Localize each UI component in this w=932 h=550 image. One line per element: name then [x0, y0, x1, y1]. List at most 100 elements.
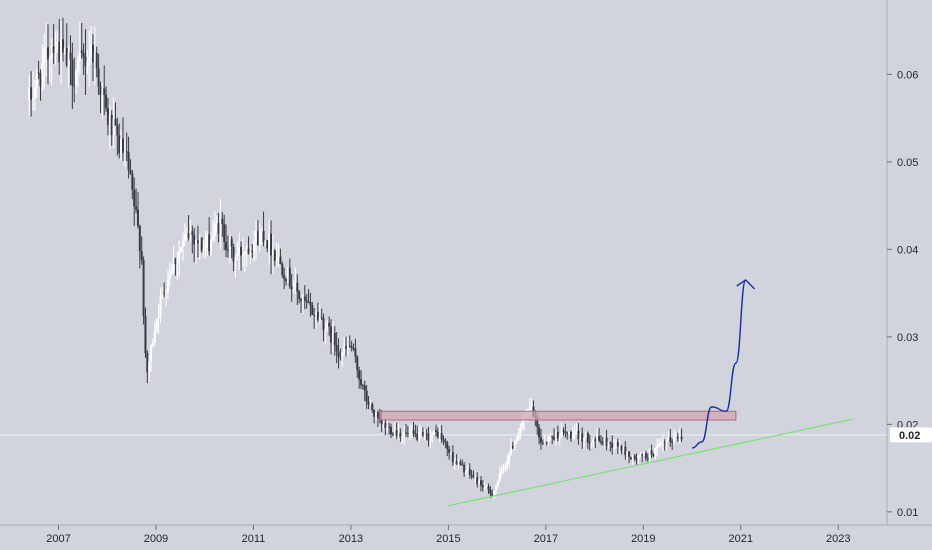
candle [136, 192, 139, 229]
candle [206, 231, 209, 256]
candle [73, 57, 76, 103]
candle-body [343, 346, 346, 354]
candle [103, 65, 106, 116]
candle [110, 110, 113, 146]
candle [581, 427, 584, 449]
candle [502, 464, 505, 474]
candle-body [367, 401, 370, 405]
candle [153, 321, 156, 347]
y-tick-label: 0.03 [897, 332, 918, 344]
candle-body [163, 292, 166, 294]
candle-body [618, 446, 621, 448]
candle-body [241, 254, 244, 256]
candle-body [494, 485, 497, 492]
time-axis[interactable]: 2007 2009 2011 2013 2015 2017 2019 2021 2023 [46, 525, 851, 545]
candle-body [46, 47, 49, 60]
candle-body [298, 291, 301, 299]
candle [271, 233, 274, 274]
candle [311, 301, 314, 315]
candle-body [478, 480, 481, 484]
candle-body [110, 114, 113, 136]
candle [316, 302, 319, 323]
projection-path[interactable] [691, 279, 747, 449]
resistance-zone[interactable] [379, 410, 737, 421]
candle [408, 425, 411, 440]
candle [86, 49, 89, 74]
candle-body [204, 247, 207, 249]
candle-body [260, 231, 263, 233]
candle-body [577, 431, 580, 440]
candle-body [414, 433, 417, 435]
candle [41, 44, 44, 91]
candle-body [93, 52, 96, 63]
candle [286, 266, 289, 284]
candle-body [539, 437, 542, 443]
candle-body [105, 94, 108, 109]
candle [438, 424, 441, 443]
candle [238, 232, 241, 271]
candle [262, 211, 265, 247]
candle-body [228, 238, 231, 250]
candle [58, 18, 61, 75]
candle-body [123, 151, 126, 154]
candle-body [583, 437, 586, 442]
candle-body [221, 218, 224, 225]
candle [663, 439, 666, 451]
candle-body [315, 311, 318, 316]
candle [667, 431, 670, 442]
candle-body [459, 462, 462, 465]
x-tick-label: 2011 [242, 533, 266, 545]
candle-body [144, 315, 147, 354]
candle [114, 102, 117, 126]
candle-body [99, 86, 102, 95]
candle [558, 434, 561, 446]
candle-body [641, 454, 644, 456]
candle-body [579, 433, 582, 440]
candle [200, 237, 203, 253]
candle-body [195, 240, 198, 245]
candle-body [138, 225, 141, 252]
candle-body [270, 233, 273, 256]
candle-body [472, 476, 475, 478]
candle-body [541, 442, 544, 444]
candle-body [483, 487, 486, 489]
candle-body [339, 356, 342, 358]
candle-body [305, 300, 308, 303]
candle-body [564, 431, 567, 434]
support-trendline[interactable] [448, 418, 854, 507]
candle [435, 424, 438, 437]
candle-body [528, 407, 531, 410]
candle-body [569, 431, 572, 439]
candle-body [196, 240, 199, 244]
candle-body [603, 437, 606, 444]
candle [367, 395, 370, 410]
candle-body [481, 485, 484, 488]
candle [116, 117, 119, 156]
candle [554, 429, 557, 446]
candle-body [466, 468, 469, 471]
candle [650, 444, 653, 459]
candle [270, 220, 273, 275]
candle [82, 43, 85, 75]
drawing-annotations [379, 279, 854, 507]
candle [256, 219, 259, 246]
candle [148, 354, 151, 383]
candle [431, 431, 434, 444]
candle-body [425, 433, 428, 435]
candle [268, 220, 271, 266]
candle-body [322, 318, 325, 331]
candle [161, 286, 164, 299]
candle [176, 251, 179, 281]
candle-body [438, 433, 441, 438]
candle-body [208, 234, 211, 252]
candle-body [451, 452, 454, 463]
candle [174, 257, 177, 276]
candle [84, 29, 87, 96]
candle-body [198, 237, 201, 244]
candle-body [108, 114, 111, 125]
candle-body [661, 441, 664, 444]
candle-body [283, 275, 286, 280]
candle [191, 225, 194, 254]
